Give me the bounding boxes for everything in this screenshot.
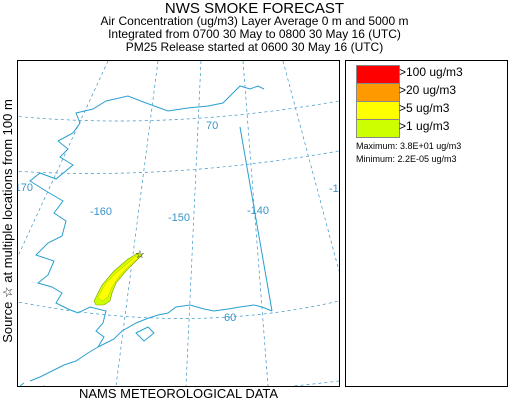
source-star-icon: ☆ — [135, 249, 145, 261]
lon-label-130: -130 — [329, 183, 339, 195]
met-data-label: NAMS METEOROLOGICAL DATA — [78, 386, 279, 401]
south-coast — [97, 304, 273, 348]
lon-label-150: -150 — [168, 212, 190, 224]
concentration-subtitle: Air Concentration (ug/m3) Layer Average … — [100, 14, 409, 28]
lon-150-line — [185, 61, 202, 386]
map-panel: -170 -160 -150 -140 -130 70 60 ☆ — [17, 60, 340, 387]
legend-item-gt1: >1 ug/m3 — [356, 119, 506, 138]
legend-minimum: Minimum: 2.2E-05 ug/m3 — [356, 154, 457, 164]
legend-maximum: Maximum: 3.8E+01 ug/m3 — [356, 141, 462, 151]
eastern-border — [239, 126, 273, 312]
lon-label-160: -160 — [90, 206, 112, 218]
lon-140-line — [242, 61, 269, 386]
lat-label-70: 70 — [206, 120, 218, 132]
lon-label-140: -140 — [247, 205, 269, 217]
legend-item-gt5: >5 ug/m3 — [356, 101, 506, 120]
legend-swatch-lime — [356, 119, 400, 138]
kodiak-island — [135, 326, 155, 342]
legend-swatch-orange — [356, 83, 400, 102]
lon-label-170: -170 — [18, 182, 33, 194]
legend-item-gt100: >100 ug/m3 — [356, 65, 506, 84]
concentration-legend: >100 ug/m3 >20 ug/m3 >5 ug/m3 >1 ug/m3 M… — [345, 60, 508, 387]
source-location-label: Source ☆ at multiple locations from 100 … — [0, 99, 15, 343]
release-info: PM25 Release started at 0600 30 May 16 (… — [125, 40, 384, 54]
lon-160-line — [115, 61, 159, 386]
lon-130-line — [282, 61, 339, 272]
west-coast — [29, 140, 107, 348]
lat-70-line — [18, 150, 339, 174]
legend-label: >5 ug/m3 — [399, 101, 450, 115]
smoke-plume — [93, 252, 143, 306]
forecast-title: NWS SMOKE FORECAST — [164, 0, 345, 17]
plume-gt5 — [97, 255, 139, 302]
southwest-peninsula — [29, 346, 99, 382]
legend-swatch-yellow — [356, 101, 400, 120]
legend-item-gt20: >20 ug/m3 — [356, 83, 506, 102]
alaska-map: -170 -160 -150 -140 -130 70 60 ☆ — [18, 61, 339, 386]
legend-label: >1 ug/m3 — [399, 119, 450, 133]
lat-60-line — [18, 300, 339, 319]
legend-label: >100 ug/m3 — [399, 65, 463, 79]
north-coast — [57, 85, 265, 142]
coastline — [19, 85, 273, 386]
lat-label-60: 60 — [224, 312, 236, 324]
graticule-lines — [18, 61, 339, 386]
legend-swatch-red — [356, 65, 400, 84]
aleutian-islands — [19, 382, 25, 386]
integration-period: Integrated from 0700 30 May to 0800 30 M… — [108, 27, 401, 41]
lat-75-line — [18, 100, 339, 122]
legend-label: >20 ug/m3 — [399, 83, 457, 97]
